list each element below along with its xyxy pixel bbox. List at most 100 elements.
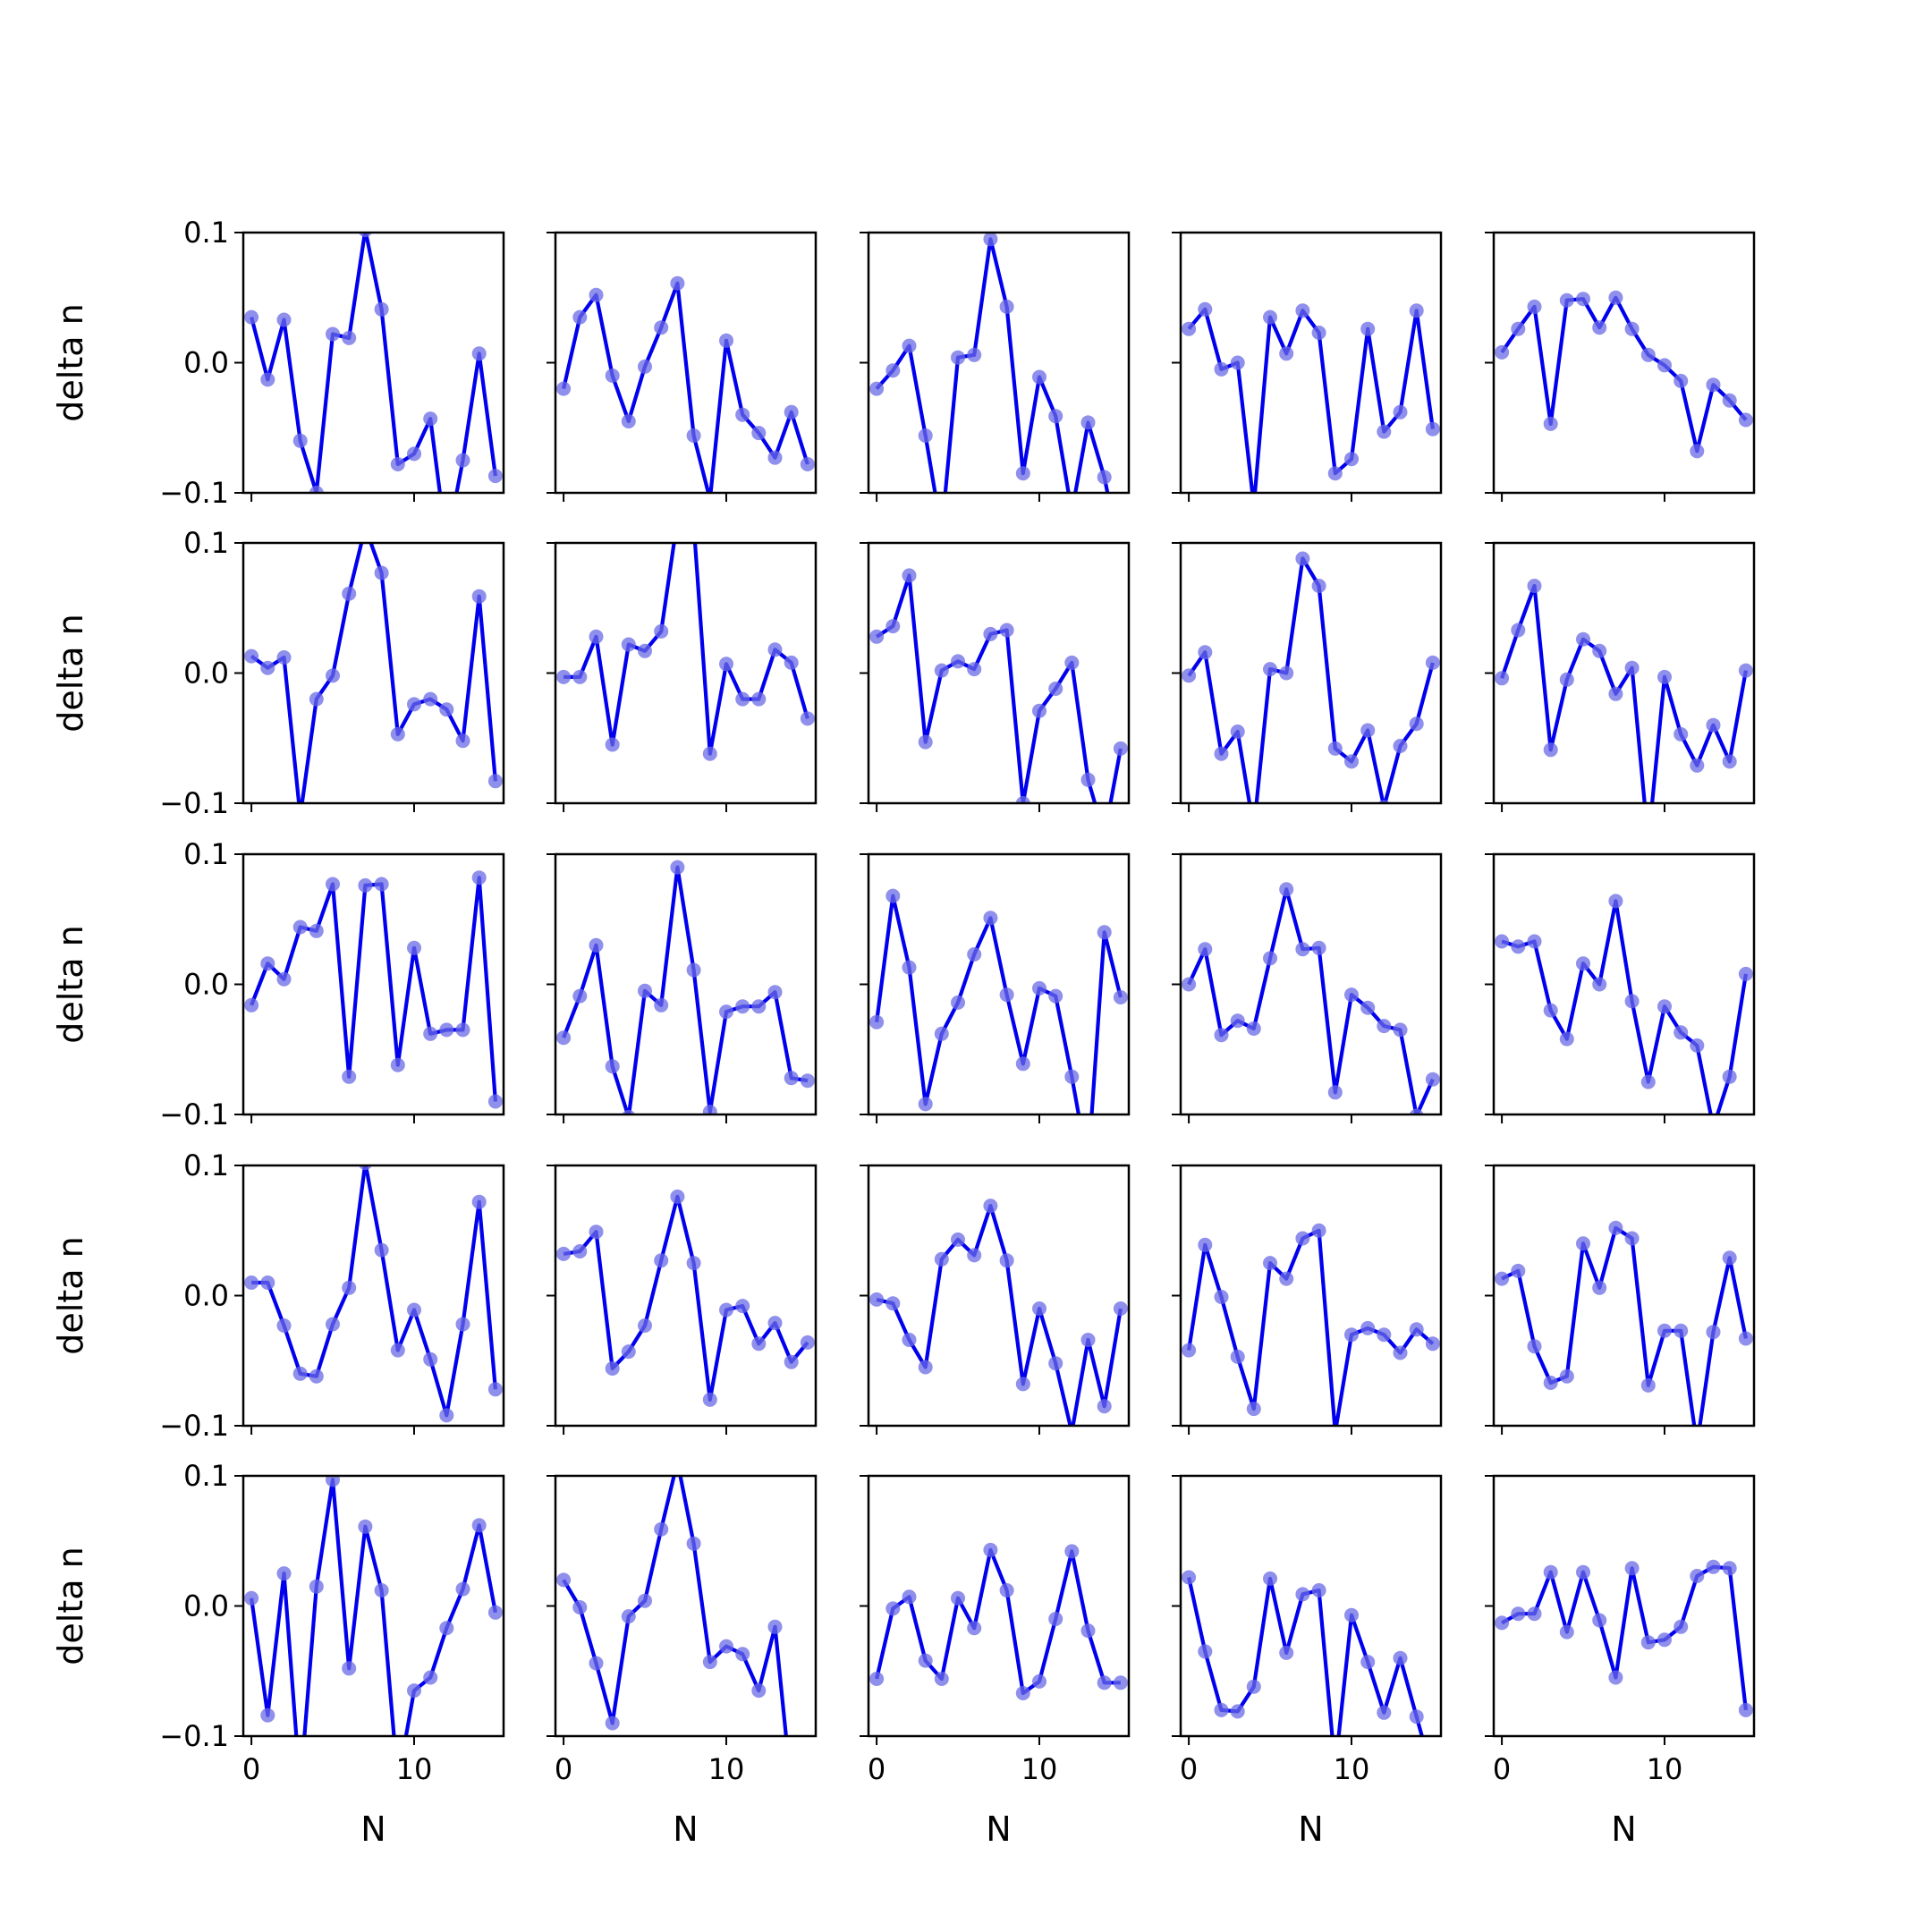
data-point [1425,1336,1440,1352]
data-point [556,669,572,684]
panel-1-1: 0.1 0.0 −0.1 delta n [51,216,505,510]
data-point [342,1069,357,1084]
data-point [702,1105,717,1114]
data-point [869,1292,885,1307]
data-point [1393,1345,1408,1360]
data-point [1690,444,1705,459]
data-point [572,669,588,684]
data-point [999,987,1014,1003]
data-point [951,1232,965,1247]
data-point [902,338,917,353]
data-point [767,642,783,657]
x-axis-label: N [986,1809,1011,1849]
data-point [276,1318,292,1333]
data-point [1247,499,1261,513]
data-point [1527,299,1542,314]
data-point [556,381,572,396]
data-point [1409,716,1424,732]
data-point [423,1026,438,1041]
data-point [326,877,340,892]
x-tick-label: 0 [1493,1752,1511,1786]
data-point [719,333,733,348]
data-point [244,1275,259,1290]
data-point [1327,466,1343,481]
data-point [471,346,487,361]
data-point [1097,470,1112,485]
data-point [455,733,470,749]
data-point [1064,505,1079,520]
data-point [767,1316,783,1331]
x-axis-label: N [360,1809,386,1849]
data-point [1495,344,1510,360]
data-point [1495,1615,1510,1631]
data-point [342,1280,357,1295]
data-point [1690,1038,1705,1053]
data-point [670,513,684,527]
data-point [1425,1072,1440,1087]
data-point [800,711,815,726]
y-tick-label: −0.1 [159,786,229,820]
data-point [886,1296,901,1311]
data-point [1246,1679,1261,1694]
data-point [487,1605,503,1620]
data-point [869,1014,885,1030]
data-point [342,586,357,601]
data-point [1738,412,1753,428]
data-point [638,1593,652,1608]
data-point [276,312,292,327]
data-point [1722,393,1737,408]
data-point [902,568,917,583]
panel-1-5 [1485,231,1756,502]
series-line [875,237,1110,493]
data-point [407,1683,421,1699]
data-point [1080,1333,1096,1347]
data-point [1592,1613,1607,1628]
data-point [1344,1607,1359,1623]
y-tick-label: −0.1 [159,1097,229,1131]
data-point [654,1253,669,1268]
data-point [423,411,438,427]
data-point [572,309,588,325]
data-point [1214,1290,1229,1304]
data-point [686,428,701,443]
axes-frame [242,1474,505,1738]
x-tick-label: 0 [868,1752,886,1786]
data-point [292,919,308,935]
data-point [1657,358,1672,373]
data-point [1230,1349,1245,1364]
data-point [487,1382,503,1397]
data-point [654,623,669,639]
y-axis-label: delta n [51,614,90,732]
data-point [918,428,933,443]
data-point [1576,292,1590,307]
data-point [1279,882,1294,897]
data-point [1032,1301,1046,1316]
data-point [1674,726,1689,741]
data-point [1015,1686,1030,1700]
series-line [1501,1225,1748,1426]
x-axis-label: N [1611,1809,1636,1849]
data-point [407,697,421,712]
data-point [309,1368,324,1384]
data-point [767,1619,783,1634]
data-point [1182,1343,1197,1358]
data-point [260,1275,275,1290]
data-point [1048,1356,1063,1371]
data-point [1360,321,1376,336]
data-point [1344,452,1359,467]
data-point [358,521,372,535]
data-point [902,960,917,975]
data-point [1097,828,1112,843]
data-point [358,233,372,238]
data-point [374,565,389,580]
data-point [1263,1571,1277,1586]
panel-2-1: 0.1 0.0 −0.1 delta n [51,521,505,820]
data-point [1511,321,1526,336]
data-point [719,1639,733,1654]
y-tick-label: −0.1 [159,1409,229,1443]
data-point [589,1656,604,1671]
data-point [1015,1056,1030,1072]
data-point [983,1542,998,1557]
axes-frame [554,1474,818,1738]
data-point [1230,724,1245,739]
